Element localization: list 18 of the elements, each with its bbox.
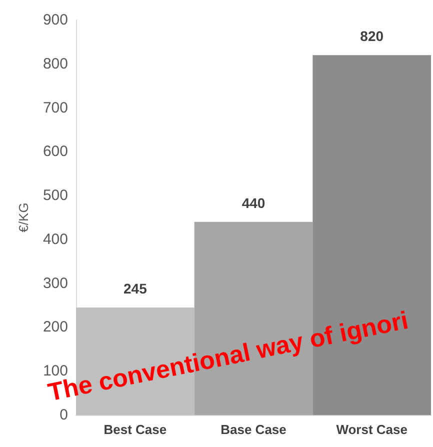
y-tick-label: 200 bbox=[42, 318, 68, 336]
y-tick-label: 700 bbox=[42, 99, 68, 116]
data-label: 440 bbox=[242, 194, 266, 211]
x-tick-label: Best Case bbox=[104, 422, 167, 437]
y-axis-title: €/KG bbox=[16, 202, 31, 232]
y-tick-label: 400 bbox=[42, 230, 68, 248]
data-label: 245 bbox=[123, 280, 148, 296]
y-tick-label: 800 bbox=[42, 55, 68, 72]
data-label: 820 bbox=[360, 28, 384, 44]
y-tick-label: 100 bbox=[42, 362, 68, 380]
y-tick-label: 300 bbox=[42, 274, 68, 292]
x-tick-label: Base Case bbox=[220, 422, 286, 437]
y-tick-label: 500 bbox=[42, 187, 68, 204]
y-tick-label: 600 bbox=[42, 143, 68, 160]
x-tick-label: Worst Case bbox=[336, 422, 408, 437]
y-tick-label: 900 bbox=[42, 12, 68, 28]
y-tick-label: 0 bbox=[60, 406, 68, 424]
bar bbox=[312, 55, 431, 415]
